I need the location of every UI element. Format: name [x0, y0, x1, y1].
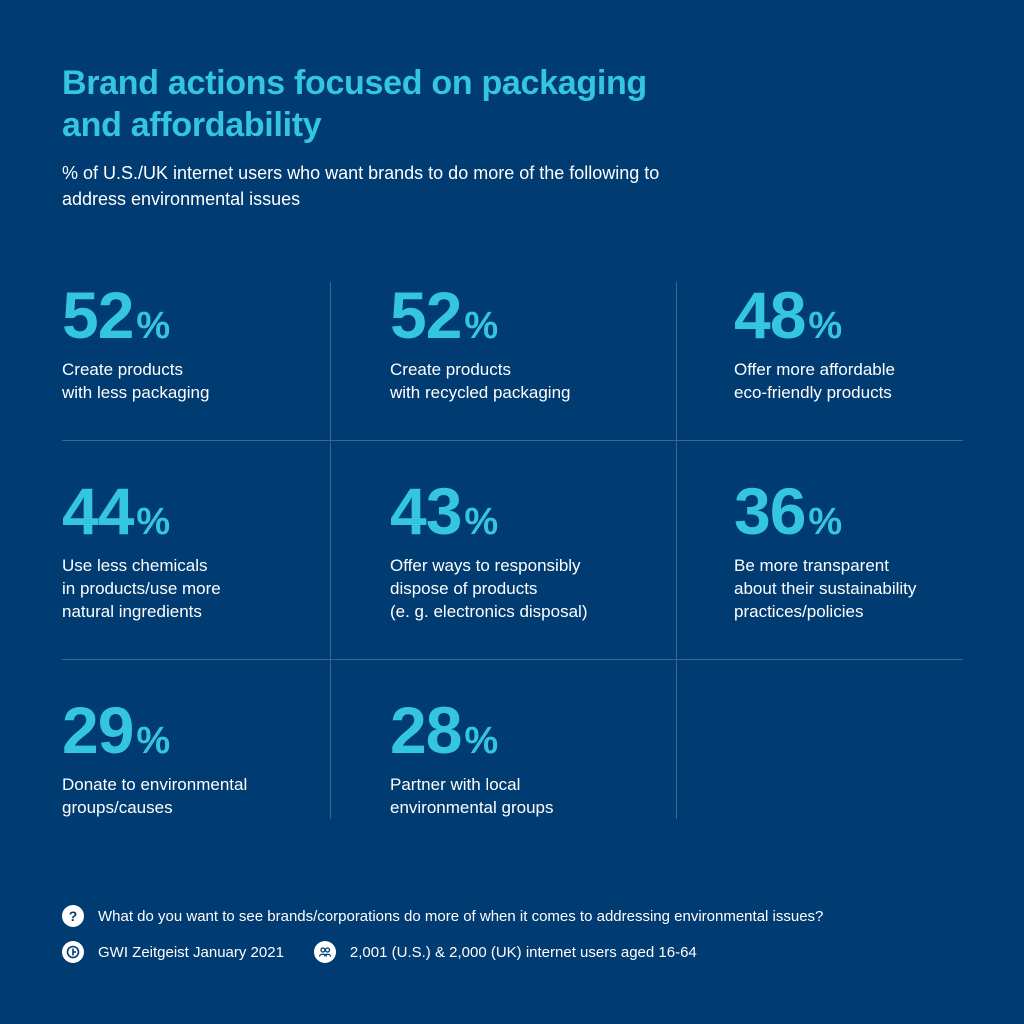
stat-value: 44	[62, 474, 134, 548]
stat-label: Donate to environmental groups/causes	[62, 775, 248, 817]
stat-value: 52	[390, 278, 462, 352]
stat-cell: 52% Create products with less packaging	[62, 282, 362, 404]
stat-label: Be more transparent about their sustaina…	[734, 556, 917, 621]
stat-cell: 44% Use less chemicals in products/use m…	[62, 478, 362, 623]
footer-question: What do you want to see brands/corporati…	[98, 907, 824, 925]
stat-cell: 36% Be more transparent about their sust…	[734, 478, 1024, 623]
stat-cell: 29% Donate to environmental groups/cause…	[62, 697, 362, 819]
stat-unit: %	[464, 720, 499, 762]
stat-label: Offer ways to responsibly dispose of pro…	[390, 556, 588, 621]
stat-label: Offer more affordable eco-friendly produ…	[734, 360, 895, 402]
stat-unit: %	[136, 720, 171, 762]
chart-subtitle: % of U.S./UK internet users who want bra…	[62, 163, 660, 209]
stat-unit: %	[136, 501, 171, 543]
chart-title: Brand actions focused on packaging and a…	[62, 64, 647, 144]
grid-divider-vertical	[676, 282, 677, 819]
stat-cell: 48% Offer more affordable eco-friendly p…	[734, 282, 1024, 404]
footer-question-row: ? What do you want to see brands/corpora…	[62, 903, 982, 929]
stats-grid: 52% Create products with less packaging …	[62, 282, 963, 819]
grid-divider-horizontal	[62, 659, 963, 660]
people-icon	[313, 941, 336, 963]
stat-unit: %	[136, 305, 171, 347]
stat-value: 48	[734, 278, 806, 352]
footer: ? What do you want to see brands/corpora…	[62, 903, 982, 975]
stat-value: 52	[62, 278, 134, 352]
stat-unit: %	[464, 501, 499, 543]
stat-value: 28	[390, 693, 462, 767]
stat-label: Create products with recycled packaging	[390, 360, 571, 402]
stat-cell: 43% Offer ways to responsibly dispose of…	[390, 478, 690, 623]
stat-unit: %	[808, 501, 843, 543]
question-icon: ?	[62, 905, 84, 927]
footer-source-row: GWI Zeitgeist January 2021 2,001 (U.S.) …	[62, 939, 982, 965]
stat-label: Use less chemicals in products/use more …	[62, 556, 221, 621]
footer-sample: 2,001 (U.S.) & 2,000 (UK) internet users…	[349, 943, 697, 961]
stat-value: 29	[62, 693, 134, 767]
stat-value: 36	[734, 474, 806, 548]
gwi-logo-icon	[62, 941, 84, 963]
grid-divider-vertical	[330, 282, 331, 819]
stat-cell: 52% Create products with recycled packag…	[390, 282, 690, 404]
grid-divider-horizontal	[62, 440, 963, 441]
stat-cell: 28% Partner with local environmental gro…	[390, 697, 690, 819]
stat-label: Partner with local environmental groups	[390, 775, 554, 817]
stat-unit: %	[808, 305, 843, 347]
stat-unit: %	[464, 305, 499, 347]
footer-source: GWI Zeitgeist January 2021	[98, 943, 284, 961]
stat-label: Create products with less packaging	[62, 360, 210, 402]
stat-value: 43	[390, 474, 462, 548]
